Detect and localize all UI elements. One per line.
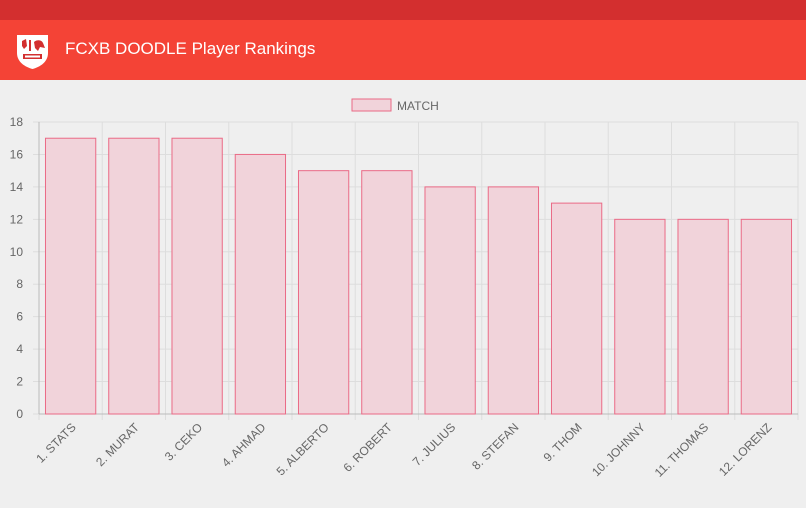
- bar-7[interactable]: [424, 186, 476, 415]
- y-tick-label: 16: [10, 147, 24, 161]
- app-title: FCXB DOODLE Player Rankings: [65, 39, 316, 58]
- bar-5[interactable]: [297, 170, 350, 415]
- club-crest-icon: [17, 35, 48, 69]
- bar-chart: MATCH 0 2 4 6 8 10 12 14 16 18 1. STATS 2. MURAT 3.…: [10, 98, 799, 480]
- legend[interactable]: MATCH: [351, 98, 439, 113]
- bar-12[interactable]: [740, 218, 793, 415]
- y-tick-label: 14: [10, 180, 24, 194]
- bar-6[interactable]: [361, 170, 413, 415]
- x-tick-label: 7. JULIUS: [410, 420, 459, 469]
- x-tick-label: 10. JOHNNY: [589, 420, 648, 479]
- y-tick-label: 12: [10, 212, 24, 226]
- grid: [33, 121, 799, 420]
- x-tick-label: 6. ROBERT: [340, 420, 395, 475]
- bar-1[interactable]: [44, 137, 97, 415]
- x-tick-label: 8. STEFAN: [469, 420, 521, 472]
- y-tick-label: 0: [16, 407, 23, 421]
- bar-3[interactable]: [171, 137, 223, 415]
- bar-8[interactable]: [487, 186, 540, 415]
- y-tick-label: 10: [10, 245, 24, 259]
- y-tick-label: 2: [16, 375, 23, 389]
- legend-label: MATCH: [397, 99, 439, 113]
- y-tick-label: 8: [16, 277, 23, 291]
- x-tick-label: 1. STATS: [33, 420, 78, 465]
- bar-10[interactable]: [614, 218, 666, 415]
- bar-11[interactable]: [677, 218, 729, 415]
- x-tick-label: 9. THOM: [541, 420, 585, 464]
- y-tick-label: 6: [16, 310, 23, 324]
- app-bar: FCXB DOODLE Player Rankings: [0, 20, 806, 80]
- x-tick-label: 5. ALBERTO: [274, 420, 332, 478]
- x-tick-label: 3. CEKO: [162, 420, 205, 463]
- rankings-chart: MATCH 0 2 4 6 8 10 12 14 16 18 1. STATS 2. MURAT 3.…: [0, 80, 806, 503]
- x-axis-ticks: 1. STATS 2. MURAT 3. CEKO 4. AHMAD 5. ALBERT…: [33, 420, 774, 480]
- y-tick-label: 4: [16, 342, 23, 356]
- bar-2[interactable]: [108, 137, 160, 415]
- x-tick-label: 2. MURAT: [93, 420, 142, 469]
- y-axis-ticks: 0 2 4 6 8 10 12 14 16 18: [10, 115, 24, 421]
- bar-9[interactable]: [550, 202, 603, 415]
- x-tick-label: 4. AHMAD: [219, 420, 269, 470]
- y-tick-label: 18: [10, 115, 24, 129]
- x-tick-label: 11. THOMAS: [652, 420, 712, 480]
- legend-swatch: [351, 98, 392, 112]
- status-bar: [0, 0, 806, 20]
- bars: [44, 137, 793, 415]
- bar-4[interactable]: [234, 153, 287, 415]
- x-tick-label: 12. LORENZ: [716, 420, 774, 478]
